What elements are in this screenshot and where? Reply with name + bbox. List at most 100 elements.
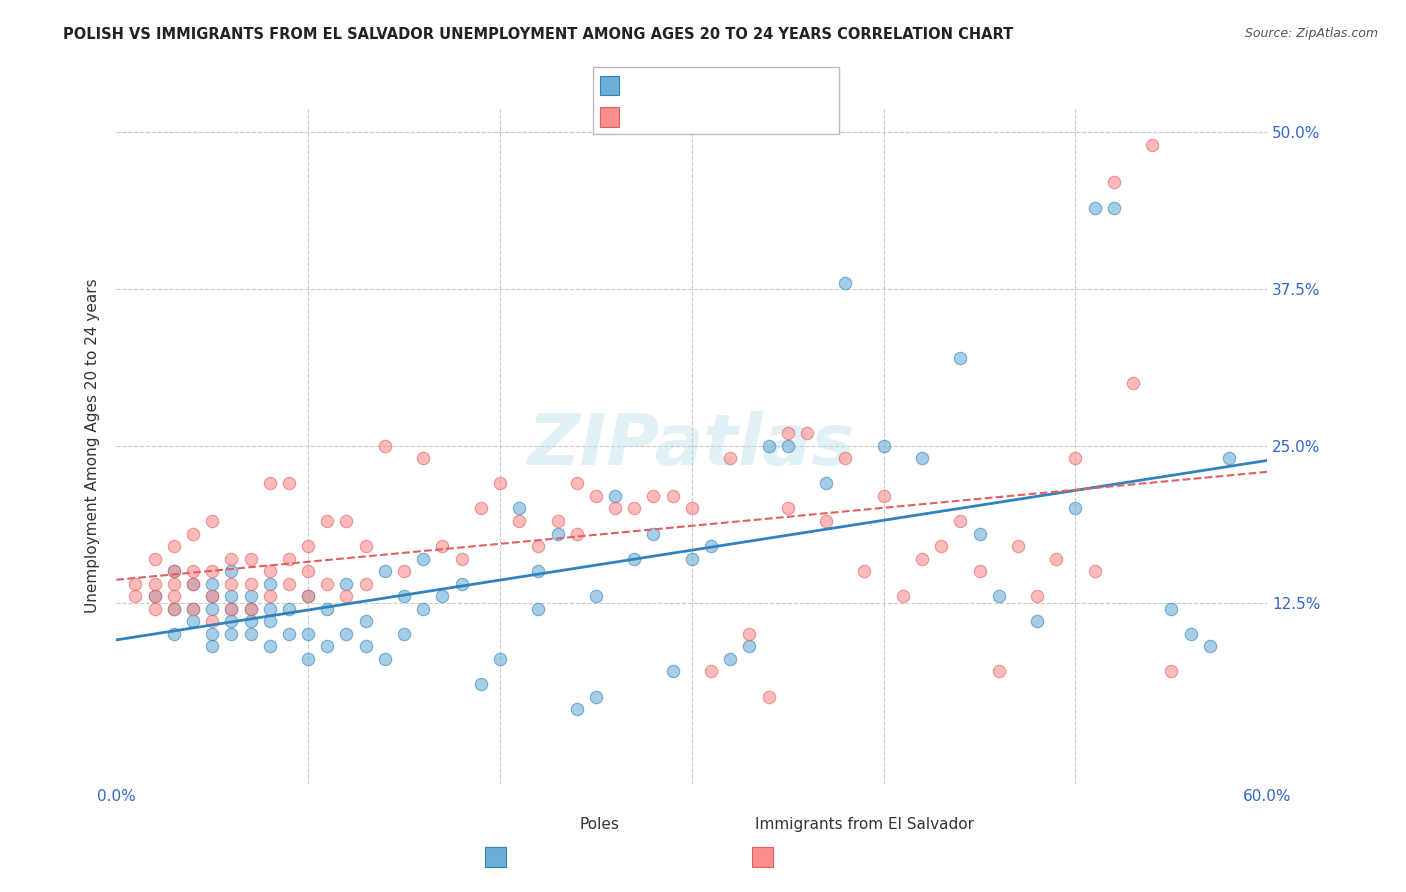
Poles <box>354 640 377 654</box>
Immigrants from El Salvador <box>201 514 224 528</box>
Immigrants from El Salvador <box>239 601 262 615</box>
Poles <box>239 615 262 629</box>
Immigrants from El Salvador <box>277 576 299 591</box>
Poles <box>392 589 415 603</box>
Poles <box>681 551 703 566</box>
Poles <box>201 601 224 615</box>
Poles <box>316 640 339 654</box>
Immigrants from El Salvador <box>661 489 683 503</box>
Poles <box>623 551 645 566</box>
Poles <box>297 627 319 641</box>
Immigrants from El Salvador <box>259 564 281 578</box>
Text: R = 0.305   N = 84: R = 0.305 N = 84 <box>626 109 770 123</box>
Immigrants from El Salvador <box>891 589 914 603</box>
Poles <box>1084 201 1107 215</box>
Immigrants from El Salvador <box>470 501 492 516</box>
Poles <box>432 589 454 603</box>
Immigrants from El Salvador <box>1084 564 1107 578</box>
Immigrants from El Salvador <box>259 476 281 491</box>
Immigrants from El Salvador <box>143 601 166 615</box>
Immigrants from El Salvador <box>834 451 856 466</box>
Immigrants from El Salvador <box>181 576 204 591</box>
Poles <box>392 627 415 641</box>
Poles <box>221 564 243 578</box>
Immigrants from El Salvador <box>585 489 607 503</box>
Poles <box>277 601 299 615</box>
Poles <box>354 615 377 629</box>
Immigrants from El Salvador <box>603 501 626 516</box>
Poles <box>834 276 856 290</box>
Immigrants from El Salvador <box>124 576 146 591</box>
Immigrants from El Salvador <box>316 514 339 528</box>
Immigrants from El Salvador <box>911 551 934 566</box>
Poles <box>508 501 530 516</box>
Immigrants from El Salvador <box>949 514 972 528</box>
Immigrants from El Salvador <box>163 601 186 615</box>
Poles <box>1180 627 1202 641</box>
Immigrants from El Salvador <box>1102 176 1125 190</box>
Immigrants from El Salvador <box>853 564 876 578</box>
Immigrants from El Salvador <box>259 589 281 603</box>
Immigrants from El Salvador <box>316 576 339 591</box>
Immigrants from El Salvador <box>508 514 530 528</box>
Immigrants from El Salvador <box>489 476 512 491</box>
Poles <box>163 627 186 641</box>
Immigrants from El Salvador <box>1064 451 1087 466</box>
Poles <box>470 677 492 691</box>
Immigrants from El Salvador <box>221 576 243 591</box>
Immigrants from El Salvador <box>776 501 799 516</box>
Immigrants from El Salvador <box>758 690 780 704</box>
Y-axis label: Unemployment Among Ages 20 to 24 years: Unemployment Among Ages 20 to 24 years <box>86 278 100 613</box>
Immigrants from El Salvador <box>239 576 262 591</box>
Poles <box>1026 615 1049 629</box>
Text: R = 0.451   N = 78: R = 0.451 N = 78 <box>626 78 770 92</box>
Immigrants from El Salvador <box>297 564 319 578</box>
Poles <box>911 451 934 466</box>
Immigrants from El Salvador <box>277 551 299 566</box>
Immigrants from El Salvador <box>1142 137 1164 152</box>
Immigrants from El Salvador <box>1045 551 1067 566</box>
Immigrants from El Salvador <box>565 526 588 541</box>
Poles <box>969 526 991 541</box>
Immigrants from El Salvador <box>124 589 146 603</box>
Text: Poles: Poles <box>579 817 620 831</box>
Poles <box>603 489 626 503</box>
Immigrants from El Salvador <box>374 439 396 453</box>
Poles <box>201 627 224 641</box>
Poles <box>412 601 434 615</box>
Immigrants from El Salvador <box>239 551 262 566</box>
Poles <box>450 576 472 591</box>
Poles <box>815 476 838 491</box>
Poles <box>181 576 204 591</box>
Immigrants from El Salvador <box>987 665 1010 679</box>
Immigrants from El Salvador <box>163 576 186 591</box>
Immigrants from El Salvador <box>623 501 645 516</box>
Poles <box>221 601 243 615</box>
Immigrants from El Salvador <box>796 426 818 441</box>
Immigrants from El Salvador <box>297 539 319 553</box>
Poles <box>181 615 204 629</box>
Immigrants from El Salvador <box>527 539 550 553</box>
Immigrants from El Salvador <box>201 564 224 578</box>
Poles <box>335 627 357 641</box>
Poles <box>1198 640 1220 654</box>
Poles <box>181 601 204 615</box>
Poles <box>239 627 262 641</box>
Poles <box>201 576 224 591</box>
Poles <box>1218 451 1240 466</box>
Poles <box>489 652 512 666</box>
Poles <box>143 589 166 603</box>
Poles <box>1160 601 1182 615</box>
Immigrants from El Salvador <box>335 514 357 528</box>
Immigrants from El Salvador <box>335 589 357 603</box>
Immigrants from El Salvador <box>432 539 454 553</box>
Poles <box>259 640 281 654</box>
Immigrants from El Salvador <box>700 665 723 679</box>
Immigrants from El Salvador <box>412 451 434 466</box>
Immigrants from El Salvador <box>643 489 665 503</box>
Immigrants from El Salvador <box>815 514 838 528</box>
Poles <box>547 526 569 541</box>
Immigrants from El Salvador <box>929 539 952 553</box>
Poles <box>758 439 780 453</box>
Poles <box>335 576 357 591</box>
